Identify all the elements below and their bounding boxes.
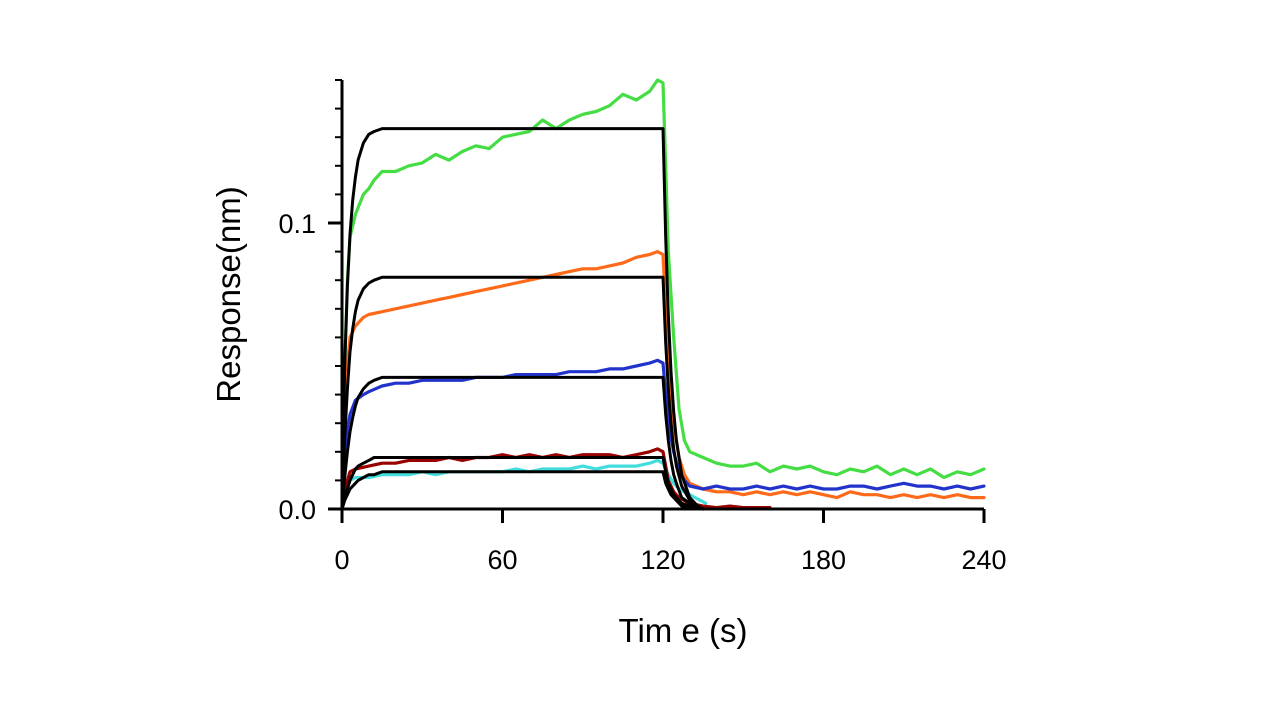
- series-line-4: [340, 458, 708, 511]
- series-line-7: [340, 275, 705, 511]
- series-line-3: [340, 358, 986, 511]
- series-line-6: [340, 127, 705, 511]
- x-axis-title: Tim e (s): [619, 612, 748, 649]
- x-ticks: 0 60 120 180 240: [334, 509, 1007, 575]
- series-line-10: [340, 470, 705, 511]
- axes-layer: 0 60 120 180 240 0.0 0.1: [278, 79, 1007, 575]
- series-layer: [340, 78, 986, 511]
- y-axis-title: Response(nm): [210, 186, 247, 402]
- x-tick-label: 120: [640, 545, 685, 575]
- y-ticks: 0.0 0.1: [278, 79, 342, 525]
- x-tick-label: 180: [801, 545, 846, 575]
- x-tick-label: 0: [334, 545, 349, 575]
- series-line-9: [340, 456, 705, 511]
- series-line-8: [340, 375, 705, 511]
- series-line-2: [340, 250, 986, 511]
- x-tick-label: 60: [487, 545, 517, 575]
- x-tick-label: 240: [961, 545, 1006, 575]
- y-tick-label: 0.0: [278, 495, 316, 525]
- y-tick-label: 0.1: [278, 209, 316, 239]
- series-line-1: [340, 78, 986, 511]
